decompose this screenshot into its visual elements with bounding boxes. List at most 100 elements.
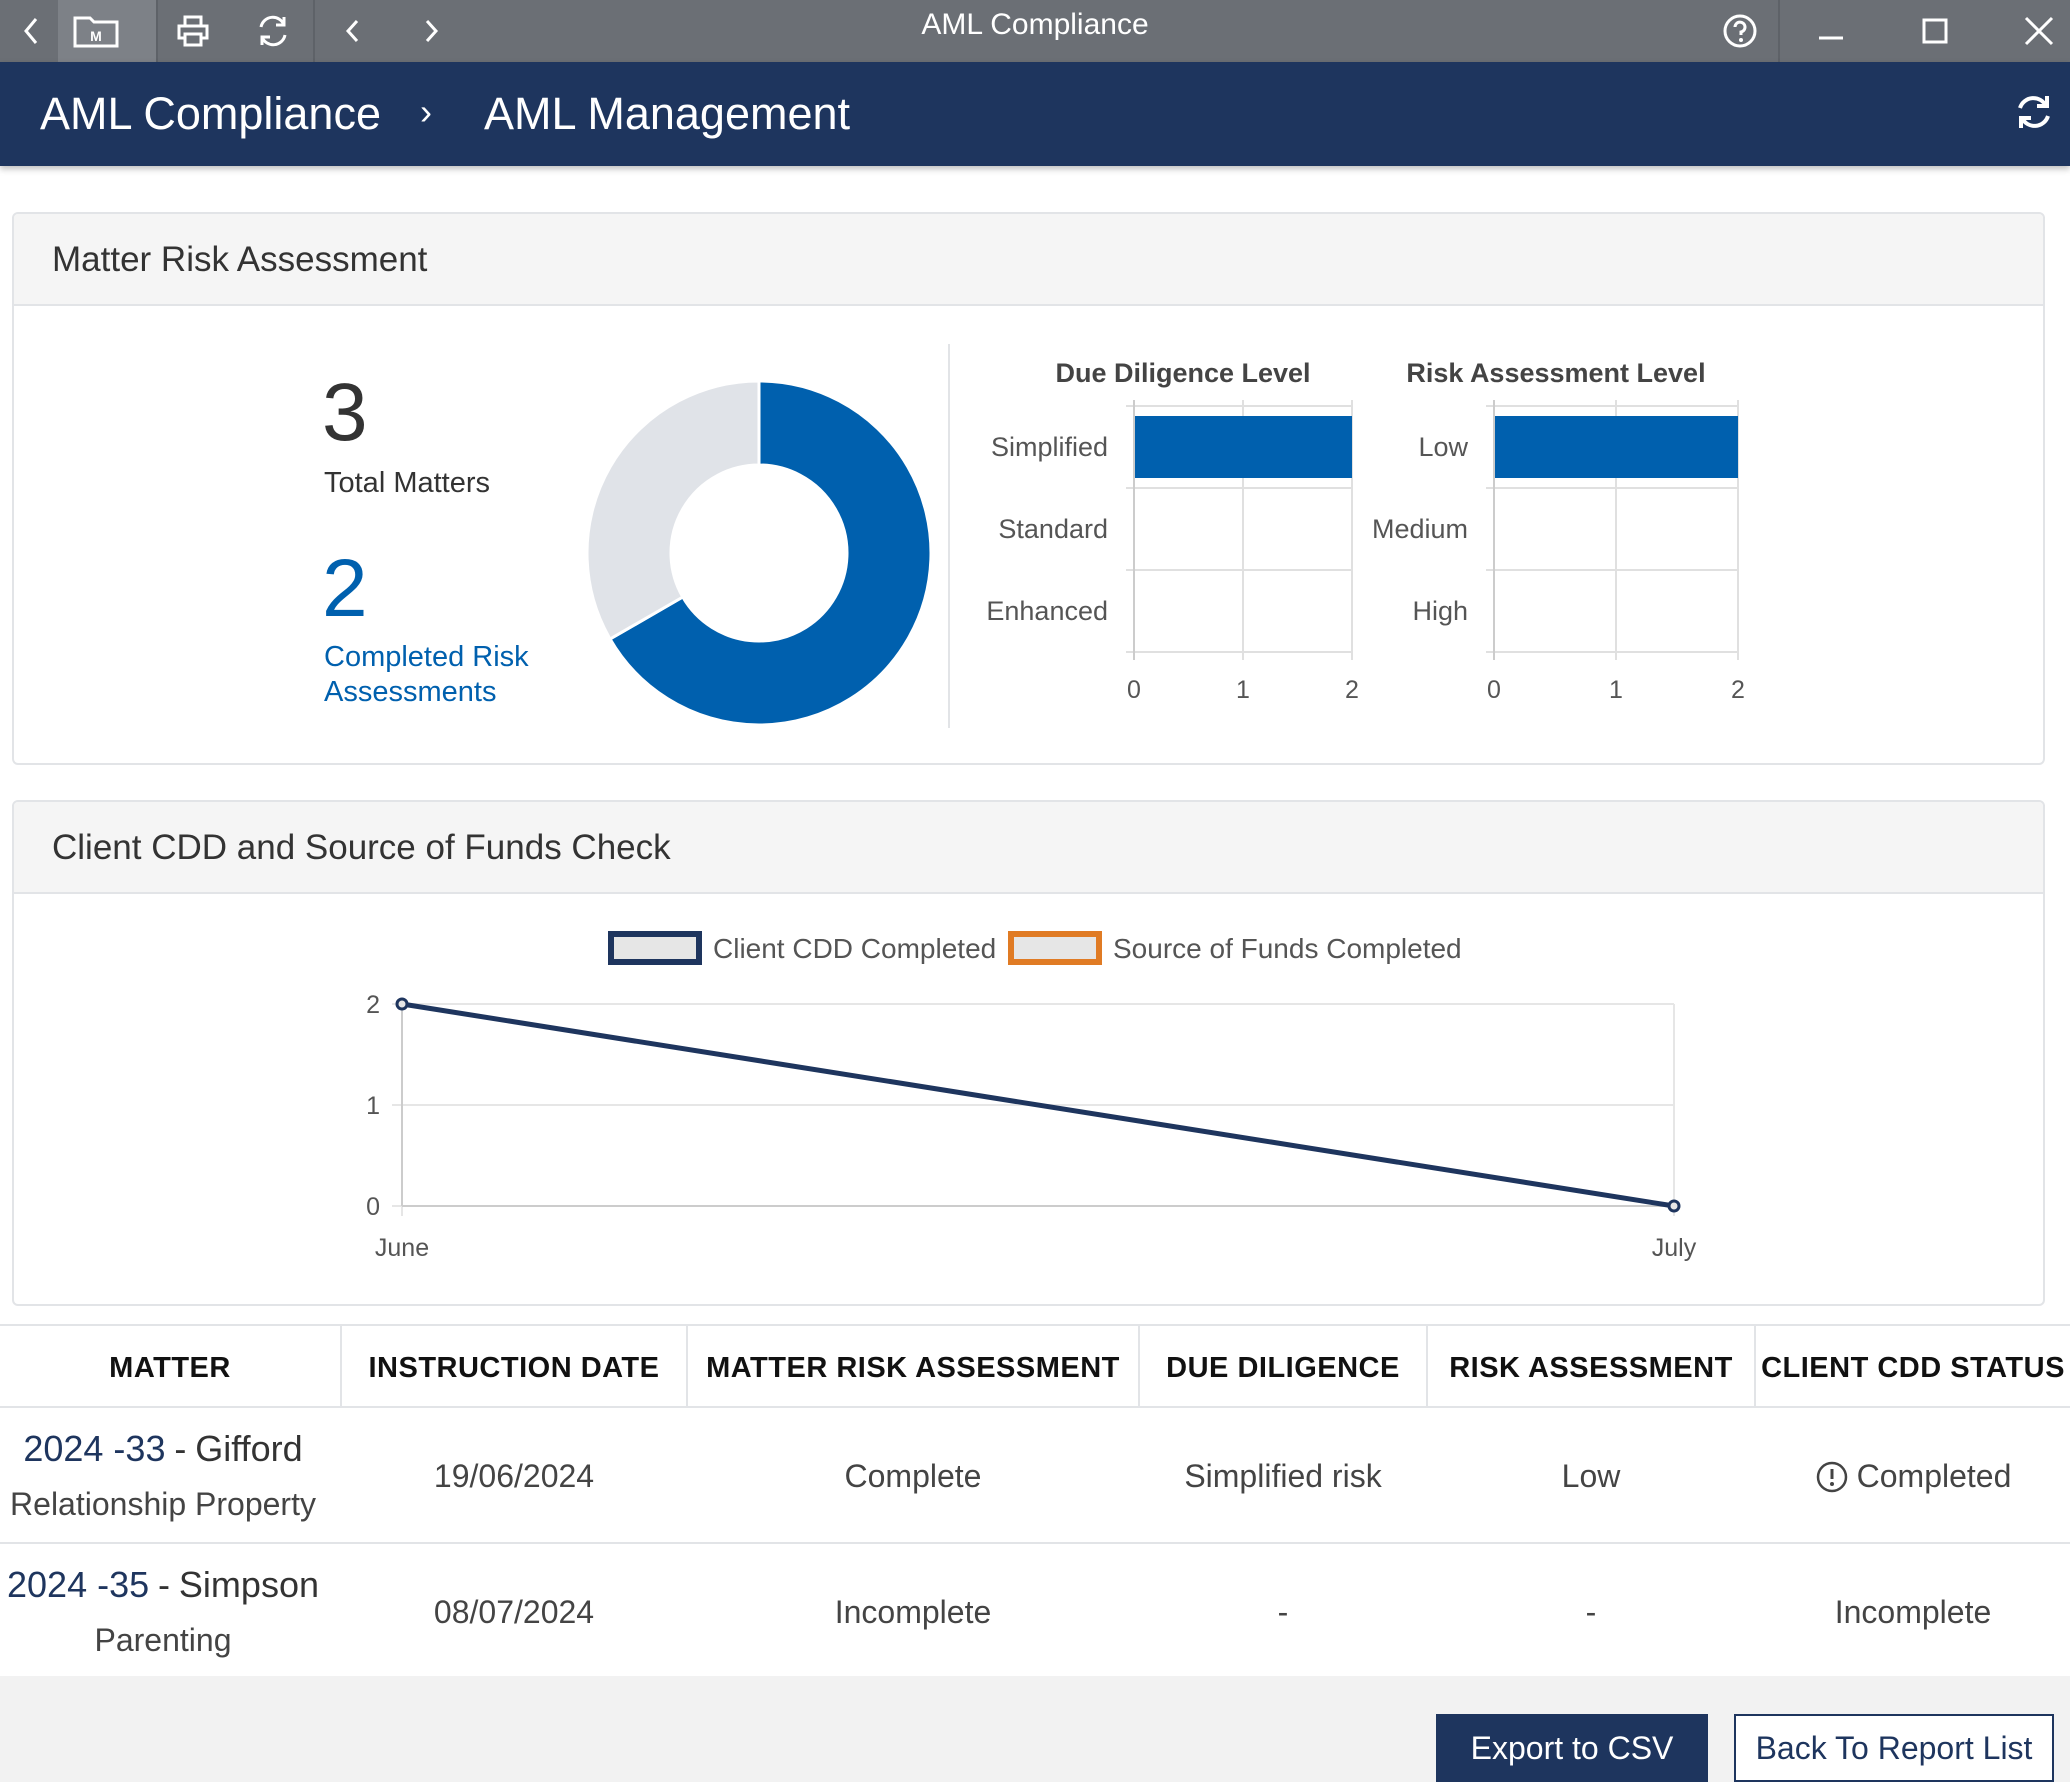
matter-risk-assessment: Incomplete bbox=[834, 1594, 992, 1630]
matter-dash: - bbox=[158, 1564, 171, 1605]
help-icon[interactable] bbox=[1718, 0, 1762, 62]
column-divider bbox=[1754, 1326, 1756, 1408]
x-tick-label: 1 bbox=[1236, 676, 1250, 704]
y-tick-label: 2 bbox=[366, 991, 380, 1019]
y-tick-label: 1 bbox=[366, 1092, 380, 1120]
completed-assessments-label[interactable]: Completed Risk Assessments bbox=[324, 640, 529, 710]
breadcrumb-separator: › bbox=[420, 91, 432, 132]
minimize-icon[interactable] bbox=[1808, 0, 1854, 62]
data-point bbox=[395, 997, 409, 1011]
nav-prev-icon[interactable] bbox=[332, 0, 372, 62]
bar bbox=[1135, 416, 1352, 478]
matter-id[interactable]: 2024 -33 bbox=[23, 1428, 166, 1469]
legend-item: Client CDD Completed bbox=[608, 931, 996, 965]
donut-slice bbox=[585, 379, 761, 642]
total-matters-value: 3 bbox=[322, 367, 368, 458]
completion-donut-chart bbox=[585, 379, 933, 727]
breadcrumb-current: AML Management bbox=[484, 88, 851, 139]
risk-assessment: Low bbox=[1561, 1458, 1621, 1494]
back-to-report-list-button[interactable]: Back To Report List bbox=[1734, 1714, 2054, 1782]
risk-assessment-level-chart: Risk Assessment Level 0 1 2 Low Medium High bbox=[1372, 358, 1745, 704]
column-divider bbox=[1138, 1326, 1140, 1408]
due-diligence: Simplified risk bbox=[1184, 1458, 1382, 1494]
column-divider bbox=[340, 1326, 342, 1408]
matter-cell[interactable]: 2024 -33 - Gifford bbox=[0, 1428, 326, 1470]
column-header-risk-assessment[interactable]: RISK ASSESSMENT bbox=[1449, 1352, 1733, 1384]
data-point bbox=[1667, 1199, 1681, 1213]
matter-id[interactable]: 2024 -35 bbox=[7, 1564, 150, 1605]
refresh-icon[interactable] bbox=[2012, 90, 2056, 134]
chart-title: Risk Assessment Level bbox=[1406, 358, 1705, 388]
matter-folder-icon[interactable]: M bbox=[68, 0, 124, 62]
back-icon[interactable] bbox=[10, 0, 52, 62]
alert-circle-icon bbox=[1816, 1461, 1847, 1492]
table-row[interactable]: 2024 -33 - Gifford Relationship Property… bbox=[0, 1410, 2070, 1544]
y-tick-label: Low bbox=[1418, 432, 1468, 462]
completed-assessments-value[interactable]: 2 bbox=[322, 543, 368, 634]
matter-type: Relationship Property bbox=[10, 1486, 316, 1522]
matter-dash: - bbox=[174, 1428, 187, 1469]
total-matters-label: Total Matters bbox=[324, 467, 490, 499]
x-tick-label: 2 bbox=[1731, 676, 1745, 704]
legend-swatch bbox=[608, 931, 702, 965]
instruction-date: 19/06/2024 bbox=[433, 1458, 595, 1494]
matter-risk-assessment: Complete bbox=[844, 1458, 982, 1494]
y-tick-label: Standard bbox=[998, 514, 1108, 544]
table-row[interactable]: 2024 -35 - Simpson Parenting 08/07/2024 … bbox=[0, 1546, 2070, 1680]
cdd-line-chart: Client CDD Completed Source of Funds Comp… bbox=[366, 931, 1697, 1262]
print-icon[interactable] bbox=[170, 0, 216, 62]
column-header-instruction-date[interactable]: INSTRUCTION DATE bbox=[368, 1352, 660, 1384]
column-divider bbox=[686, 1326, 688, 1408]
y-tick-label: Enhanced bbox=[986, 596, 1108, 626]
risk-assessment: - bbox=[1585, 1594, 1597, 1630]
client-cdd-status[interactable]: Incomplete bbox=[1834, 1594, 1992, 1630]
legend-swatch bbox=[1008, 931, 1102, 965]
column-divider bbox=[1426, 1326, 1428, 1408]
matter-type: Parenting bbox=[94, 1622, 232, 1658]
titlebar-divider bbox=[156, 0, 158, 62]
section-divider bbox=[948, 344, 950, 728]
client-cdd-status-text: Completed bbox=[1856, 1458, 2012, 1494]
app-header: AML Compliance › AML Management bbox=[0, 62, 2070, 166]
maximize-icon[interactable] bbox=[1912, 0, 1958, 62]
svg-text:M: M bbox=[90, 28, 102, 44]
legend-item: Source of Funds Completed bbox=[1008, 931, 1462, 965]
table-header-row: MATTER INSTRUCTION DATE MATTER RISK ASSE… bbox=[0, 1324, 2070, 1408]
matter-cell[interactable]: 2024 -35 - Simpson bbox=[0, 1564, 326, 1606]
nav-next-icon[interactable] bbox=[412, 0, 452, 62]
y-tick-label: High bbox=[1412, 596, 1468, 626]
matter-client: Gifford bbox=[195, 1428, 303, 1469]
titlebar-divider bbox=[1778, 0, 1780, 62]
x-tick-label: June bbox=[375, 1234, 429, 1262]
column-header-matter[interactable]: MATTER bbox=[109, 1352, 231, 1384]
footer-bar: Export to CSV Back To Report List bbox=[0, 1676, 2070, 1782]
column-header-due-diligence[interactable]: DUE DILIGENCE bbox=[1166, 1352, 1400, 1384]
x-tick-label: 2 bbox=[1345, 676, 1359, 704]
x-tick-label: July bbox=[1652, 1234, 1697, 1262]
chart-title: Due Diligence Level bbox=[1055, 358, 1310, 388]
legend-label: Client CDD Completed bbox=[713, 933, 996, 964]
legend-label: Source of Funds Completed bbox=[1113, 933, 1462, 964]
client-cdd-card: Client CDD and Source of Funds Check Cli… bbox=[12, 800, 2045, 1306]
close-icon[interactable] bbox=[2016, 0, 2062, 62]
instruction-date: 08/07/2024 bbox=[433, 1594, 595, 1630]
x-tick-label: 0 bbox=[1487, 676, 1501, 704]
refresh-icon[interactable] bbox=[250, 0, 296, 62]
client-cdd-status[interactable]: Completed bbox=[1756, 1458, 2070, 1495]
due-diligence-chart: Due Diligence Level 0 1 2 Simplified Standard… bbox=[986, 358, 1359, 704]
bar bbox=[1495, 416, 1738, 478]
matter-risk-card: Matter Risk Assessment 3 Total Matters 2… bbox=[12, 212, 2045, 765]
column-header-matter-risk-assessment[interactable]: MATTER RISK ASSESSMENT bbox=[706, 1352, 1120, 1384]
window-title: AML Compliance bbox=[921, 8, 1149, 41]
column-header-client-cdd-status[interactable]: CLIENT CDD STATUS bbox=[1761, 1352, 2065, 1384]
titlebar-divider bbox=[313, 0, 315, 62]
export-csv-button[interactable]: Export to CSV bbox=[1436, 1714, 1708, 1782]
donut-slice bbox=[607, 379, 933, 727]
breadcrumb-root[interactable]: AML Compliance bbox=[40, 88, 381, 139]
y-tick-label: Simplified bbox=[991, 432, 1108, 462]
card-title: Matter Risk Assessment bbox=[14, 214, 2043, 306]
card-title: Client CDD and Source of Funds Check bbox=[14, 802, 2043, 894]
y-tick-label: Medium bbox=[1372, 514, 1468, 544]
series-line bbox=[401, 1001, 1675, 1209]
completed-label-line1: Completed Risk bbox=[324, 641, 529, 673]
